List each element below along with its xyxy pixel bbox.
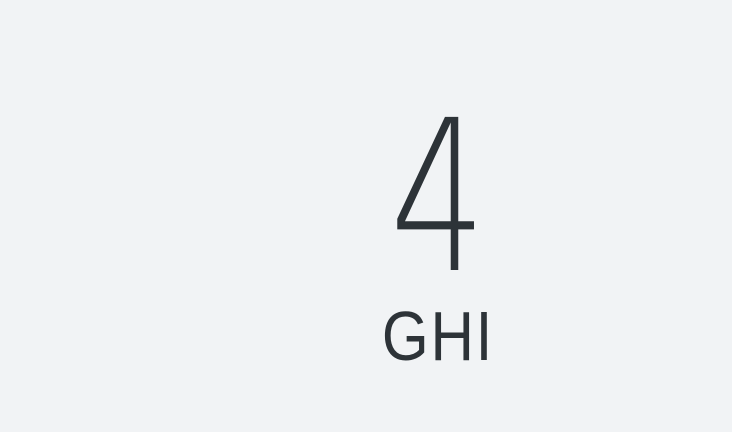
key-letters: GHI [381,297,495,375]
key-digit: 4 [389,75,487,320]
